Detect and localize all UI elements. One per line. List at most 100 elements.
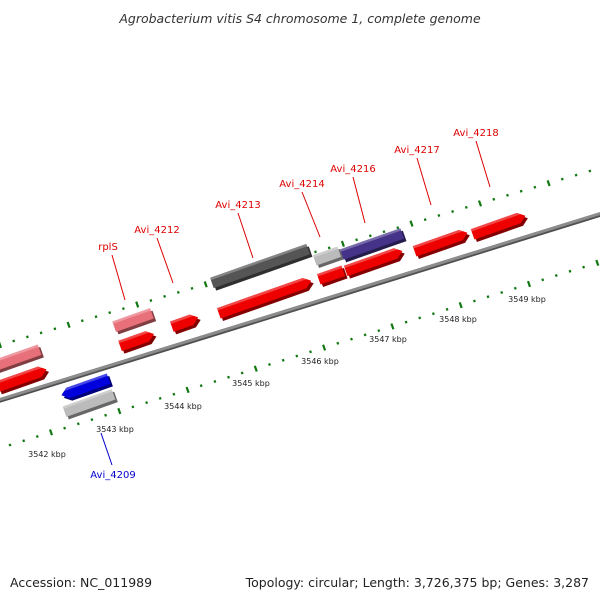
lower-tick xyxy=(295,354,299,358)
gene-arrow xyxy=(412,229,470,260)
gene-layer xyxy=(0,212,528,420)
accession-text: Accession: NC_011989 xyxy=(10,575,152,590)
scale-label: 3545 kbp xyxy=(232,379,270,388)
upper-tick xyxy=(39,331,43,335)
gene-highlight xyxy=(343,248,402,269)
gene-body xyxy=(112,308,154,332)
upper-tick xyxy=(368,234,372,238)
gene-highlight xyxy=(60,373,108,393)
gene-highlight xyxy=(210,243,308,281)
gene-arrow xyxy=(316,265,348,288)
lower-tick xyxy=(213,380,217,383)
lower-tick xyxy=(404,320,408,324)
lower-tick xyxy=(500,291,504,294)
upper-tick xyxy=(203,281,208,288)
upper-tick xyxy=(492,197,496,201)
lower-tick xyxy=(541,278,545,282)
lower-tick xyxy=(63,426,67,430)
axis-line xyxy=(0,212,600,401)
lower-tick xyxy=(172,392,176,396)
upper-tick xyxy=(464,205,468,209)
lower-tick xyxy=(336,341,340,345)
gene-arrow xyxy=(0,344,44,375)
gene-label: Avi_4218 xyxy=(453,128,498,139)
lower-tick xyxy=(350,337,353,341)
label-leader-line xyxy=(301,191,321,238)
label-leader-line xyxy=(352,176,366,224)
lower-tick xyxy=(595,259,600,266)
upper-tick xyxy=(546,180,551,187)
upper-tick xyxy=(533,185,537,189)
gene-arrow xyxy=(210,243,313,291)
label-leader-line xyxy=(237,212,254,259)
upper-tick xyxy=(409,220,414,227)
lower-tick xyxy=(526,280,532,288)
upper-tick xyxy=(53,327,57,331)
lower-tick xyxy=(48,429,54,436)
upper-tick xyxy=(396,226,400,230)
scale-label: 3543 kbp xyxy=(96,425,134,434)
gene-body xyxy=(412,229,468,257)
scale-label: 3544 kbp xyxy=(164,402,202,411)
gene-body xyxy=(216,277,312,319)
gene-arrow xyxy=(62,389,118,420)
upper-tick xyxy=(355,238,359,242)
lower-tick xyxy=(8,443,12,447)
scale-label: 3547 kbp xyxy=(369,335,407,344)
gene-body xyxy=(339,228,405,260)
upper-tick xyxy=(163,294,167,298)
gene-arrow xyxy=(343,248,405,279)
lower-tick xyxy=(227,375,230,379)
gene-label: Avi_4217 xyxy=(394,145,439,156)
upper-tick xyxy=(340,240,345,247)
lower-tick xyxy=(185,386,190,394)
scale-labels: 3542 kbp 3543 kbp 3544 kbp 3545 kbp 3546 kbp… xyxy=(28,295,546,459)
scale-label: 3549 kbp xyxy=(508,295,546,304)
lower-tick xyxy=(513,286,517,290)
lower-tick xyxy=(117,407,122,415)
gene-arrow xyxy=(60,373,113,401)
upper-tick xyxy=(149,299,153,302)
upper-tick xyxy=(574,173,578,177)
gene-highlight xyxy=(0,344,39,364)
lower-tick xyxy=(22,439,26,443)
gene-highlight xyxy=(216,277,311,311)
scale-label: 3548 kbp xyxy=(439,315,477,324)
gene-highlight xyxy=(316,265,343,277)
upper-tick xyxy=(12,339,16,343)
label-leader-line xyxy=(156,237,174,284)
genome-summary-text: Topology: circular; Length: 3,726,375 bp… xyxy=(245,575,589,590)
lower-tick xyxy=(390,323,395,330)
gene-highlight xyxy=(412,229,467,249)
gene-label: Avi_4212 xyxy=(134,225,179,236)
gene-arrow xyxy=(112,308,157,335)
lower-tick xyxy=(253,365,258,372)
upper-tick xyxy=(423,218,427,222)
gene-body xyxy=(316,265,346,285)
gene-body xyxy=(0,366,47,392)
gene-arrow xyxy=(216,277,314,321)
gene-highlight xyxy=(169,314,198,324)
gene-label: Avi_4213 xyxy=(215,200,260,211)
upper-tick xyxy=(190,286,194,290)
gene-arrow xyxy=(118,331,157,354)
lower-tick xyxy=(486,295,490,299)
upper-tick xyxy=(66,321,71,328)
upper-tick xyxy=(0,341,3,349)
label-leader-line xyxy=(111,254,126,301)
lower-tick xyxy=(431,312,435,316)
lower-tick xyxy=(568,269,572,273)
upper-tick xyxy=(94,315,98,319)
gene-body xyxy=(312,246,342,266)
map-title: Agrobacterium vitis S4 chromosome 1, com… xyxy=(118,11,481,26)
label-leader-line xyxy=(100,432,113,466)
lower-tick xyxy=(363,333,367,337)
label-leader-line xyxy=(475,140,491,188)
gene-highlight xyxy=(312,246,339,258)
lower-tick xyxy=(472,299,476,303)
tick-layer xyxy=(0,169,600,447)
gene-arrow xyxy=(339,228,407,263)
gene-label: rplS xyxy=(98,242,118,253)
gene-highlight xyxy=(0,366,46,384)
lower-tick xyxy=(158,396,162,400)
